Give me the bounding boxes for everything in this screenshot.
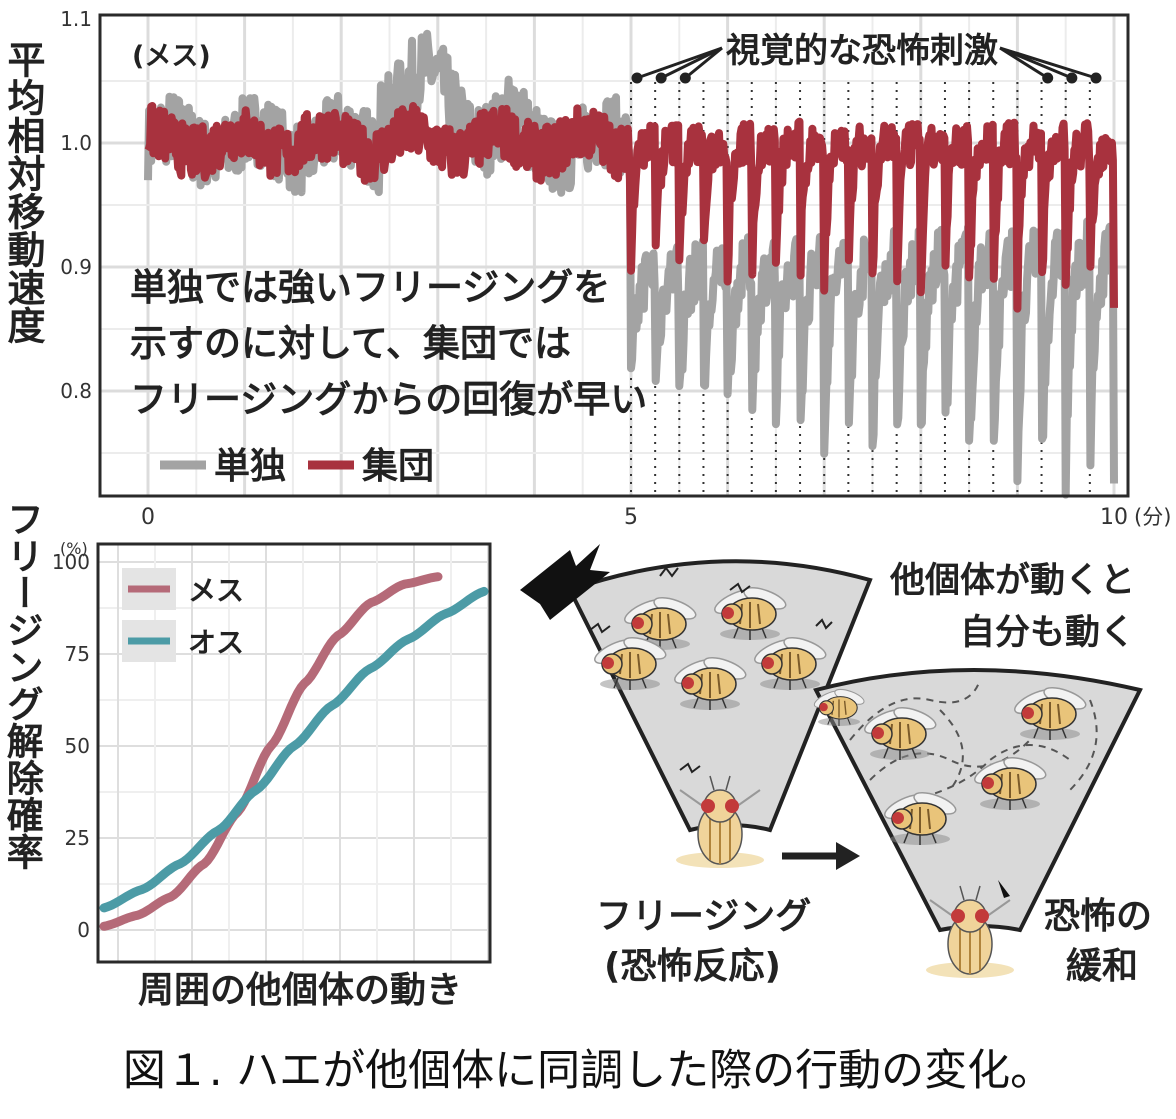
legend-label-male: オス <box>188 626 244 659</box>
bottom-plot-frame <box>96 542 492 964</box>
bottom-y-axis-title: フリージング解除確率 <box>0 500 44 870</box>
annotation-arrowhead <box>655 72 667 84</box>
x-unit-label: (分) <box>1134 505 1171 529</box>
bottom-y-unit: (%) <box>60 539 88 558</box>
series-line-group <box>144 102 1118 313</box>
top-y-axis-title: 平均相対移動速度 <box>1 40 46 344</box>
stimulus-annotation: 視覚的な恐怖刺激 <box>726 31 998 71</box>
threat-shadow <box>520 544 610 620</box>
bottom-y-tick-label: 75 <box>65 642 90 666</box>
annotation-arrowhead <box>1066 72 1078 84</box>
annotation-arrow-left <box>660 46 723 80</box>
series-line-female <box>99 572 443 931</box>
legend-label-female: メス <box>188 574 244 607</box>
bottom-chart: 100 75 50 25 0 (%) メス オス 周囲の他個体の動き <box>52 539 492 1011</box>
annotation-arrowhead <box>679 72 691 84</box>
movement-trails <box>849 679 1098 801</box>
illus-text-top-1: 他個体が動くと <box>889 561 1135 601</box>
top-y-tick-label: 1.1 <box>60 7 92 31</box>
bottom-y-tick-label: 25 <box>65 826 90 850</box>
illus-text-left-2: (恐怖反応) <box>604 946 781 987</box>
subset-label: (メス) <box>132 41 211 72</box>
legend-label-group: 集団 <box>361 446 434 487</box>
annotation-arrowhead <box>1042 72 1054 84</box>
exclamation-mark <box>998 880 1010 898</box>
note-line-1: 単独では強いフリージングを <box>130 266 610 309</box>
top-plot-frame <box>98 13 1130 498</box>
top-x-tick-label: 0 <box>141 505 155 530</box>
annotation-arrowhead <box>631 72 643 84</box>
note-line-3: フリージングからの回復が早い <box>130 378 647 421</box>
illus-text-top-2: 自分も動く <box>960 613 1135 653</box>
annotation-arrow-left <box>684 46 723 80</box>
legend-label-solo: 単独 <box>214 446 286 487</box>
bottom-y-tick-label: 0 <box>77 918 90 942</box>
top-y-tick-label: 1.0 <box>60 131 92 155</box>
series-line-male <box>99 586 489 913</box>
figure-caption: 図１. ハエが他個体に同調した際の行動の変化。 <box>122 1046 1054 1096</box>
illus-text-left-1: フリージング <box>596 896 811 937</box>
bottom-y-tick-label: 50 <box>65 734 90 758</box>
annotation-arrow-left <box>636 46 723 80</box>
illus-text-right-2: 緩和 <box>1066 946 1138 987</box>
annotation-arrow-right <box>999 46 1049 80</box>
top-x-tick-label: 5 <box>624 505 638 530</box>
zigzag-marks <box>589 566 833 774</box>
series-line-solo <box>144 29 1118 499</box>
top-y-tick-label: 0.9 <box>60 255 92 279</box>
top-y-tick-label: 0.8 <box>60 379 92 403</box>
illus-text-right-1: 恐怖の <box>1044 896 1152 937</box>
annotation-arrowhead <box>1090 72 1102 84</box>
bottom-plot-background <box>98 544 490 962</box>
annotation-arrow-right <box>999 46 1097 80</box>
bottom-y-tick-label: 100 <box>52 550 90 574</box>
stimulus-annotation-arrows <box>631 46 1102 84</box>
top-chart: 1.1 1.0 0.9 0.8 0 5 10 (メス) 視覚的な恐怖刺激 単独では強いフリ… <box>60 7 1171 530</box>
note-line-2: 示すのに対して、集団では <box>130 322 571 365</box>
fly-illustration: 他個体が動くと 自分も動く フリージング (恐怖反応) 恐怖の 緩和 <box>520 544 1152 987</box>
top-x-tick-label: 10 <box>1100 505 1128 530</box>
bottom-x-axis-title: 周囲の他個体の動き <box>138 970 462 1011</box>
